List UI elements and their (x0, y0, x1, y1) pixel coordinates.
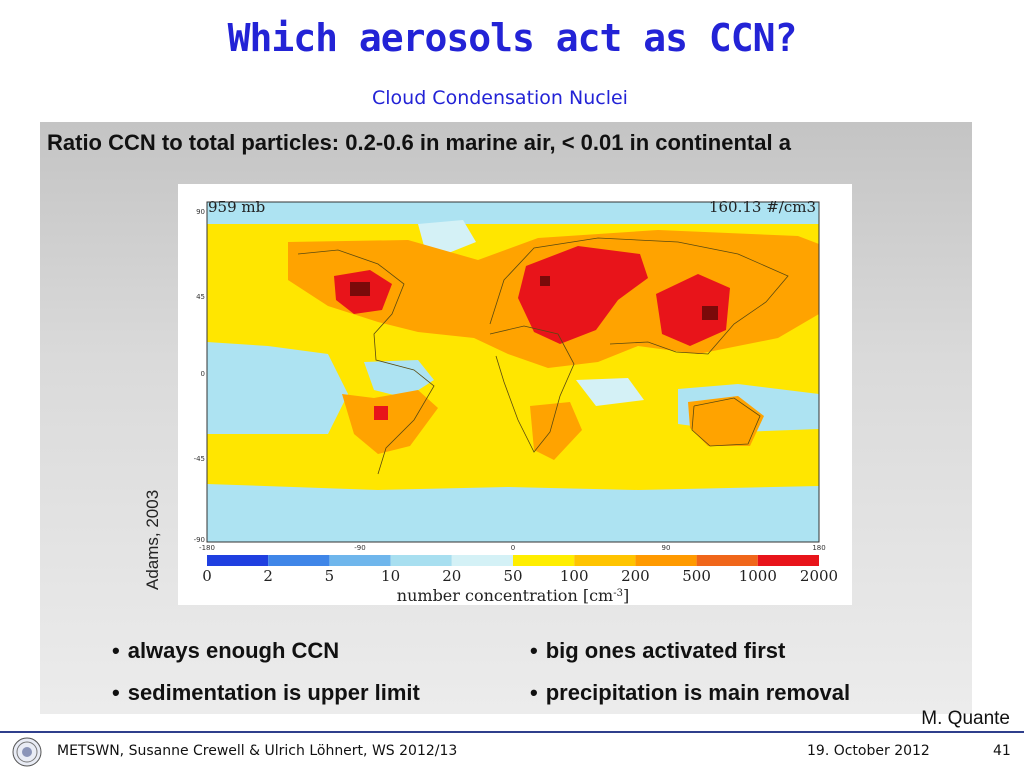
china-peak (702, 306, 718, 320)
south-pacific-clean (207, 342, 348, 434)
lon-tick: 0 (511, 544, 515, 552)
us-peak (350, 282, 370, 296)
antarctic-clean-air (207, 510, 819, 542)
colorbar-segment (451, 555, 513, 566)
colorbar-tick-label: 10 (381, 567, 400, 585)
mean-label: 160.13 #/cm3 (709, 198, 816, 216)
australia-orange (688, 396, 764, 446)
southern-africa-orange (530, 402, 582, 460)
colorbar-segment (513, 555, 575, 566)
slide-subtitle: Cloud Condensation Nuclei (372, 87, 628, 109)
indian-ocean-clean (576, 378, 644, 406)
arctic-clean-air (207, 202, 819, 224)
lat-tick: 90 (196, 208, 205, 216)
colorbar-tick-label: 1000 (739, 567, 777, 585)
colorbar: 0 2 5 10 20 50 100 200 500 1000 2000 (202, 555, 838, 585)
bullet-text: always enough CCN (127, 638, 340, 663)
bullet-item: • big ones activated first (530, 638, 785, 664)
colorbar-segment (574, 555, 636, 566)
bullet-item: • sedimentation is upper limit (112, 680, 420, 706)
colorbar-tick-label: 20 (442, 567, 461, 585)
greenland-clean (418, 220, 476, 254)
colorbar-label-sup: -3 (613, 588, 623, 599)
ccn-map-svg: 959 mb 160.13 #/cm3 90 45 0 -45 -90 -180… (194, 198, 839, 605)
lon-tick: -180 (199, 544, 215, 552)
colorbar-segment (696, 555, 758, 566)
colorbar-tick-label: 500 (682, 567, 711, 585)
colorbar-label-text: number concentration [cm (397, 586, 613, 605)
colorbar-tick-label: 5 (325, 567, 335, 585)
colorbar-segment (207, 555, 269, 566)
bullet-text: precipitation is main removal (545, 680, 851, 705)
colorbar-segment (390, 555, 452, 566)
ccn-map-figure: 959 mb 160.13 #/cm3 90 45 0 -45 -90 -180… (178, 184, 852, 605)
bullet-item: • precipitation is main removal (530, 680, 850, 706)
colorbar-tick-label: 0 (202, 567, 212, 585)
ratio-headline: Ratio CCN to total particles: 0.2-0.6 in… (47, 130, 791, 155)
lat-tick: 0 (201, 370, 205, 378)
colorbar-label-end: ] (623, 586, 629, 605)
lon-tick: 90 (662, 544, 671, 552)
bullet-text: sedimentation is upper limit (127, 680, 420, 705)
colorbar-label: number concentration [cm-3] (397, 586, 629, 605)
colorbar-segment (757, 555, 819, 566)
university-logo-icon (12, 737, 42, 767)
colorbar-segment (635, 555, 697, 566)
slide-title: Which aerosols act as CCN? (227, 16, 798, 60)
footer-rule (0, 731, 1024, 733)
lon-tick: -90 (354, 544, 365, 552)
map-frame (206, 201, 820, 543)
author-credit: M. Quante (921, 708, 1010, 729)
colorbar-tick-label: 50 (503, 567, 522, 585)
bullet-item: • always enough CCN (112, 638, 339, 664)
europe-peak (540, 276, 550, 286)
colorbar-tick-label: 2000 (800, 567, 838, 585)
footer-page-number: 41 (993, 743, 1011, 759)
lat-tick: 45 (196, 293, 205, 301)
southern-ocean-band (207, 484, 819, 514)
coastline-eurasia (489, 237, 789, 355)
coastline-africa (489, 325, 575, 453)
colorbar-segment (268, 555, 330, 566)
bullet-dot: • (112, 680, 120, 705)
east-asia-hotspot (656, 274, 730, 346)
figure-credit: Adams, 2003 (143, 489, 162, 590)
south-america-orange (342, 390, 438, 454)
bullet-text: big ones activated first (545, 638, 786, 663)
bullet-dot: • (530, 680, 538, 705)
content-panel: Ratio CCN to total particles: 0.2-0.6 in… (40, 122, 972, 714)
colorbar-tick-label: 100 (560, 567, 589, 585)
colorbar-tick-label: 200 (621, 567, 650, 585)
lon-tick: 180 (812, 544, 825, 552)
footer-date: 19. October 2012 (807, 743, 930, 759)
coastline-australia (691, 397, 761, 447)
coastline-americas (297, 249, 435, 475)
bullet-dot: • (530, 638, 538, 663)
bullet-dot: • (112, 638, 120, 663)
colorbar-tick-label: 2 (263, 567, 273, 585)
eurasia-hotspot (518, 246, 648, 344)
pressure-label: 959 mb (208, 198, 265, 216)
footer-course: METSWN, Susanne Crewell & Ulrich Löhnert… (57, 743, 458, 759)
south-america-hotspot (374, 406, 388, 420)
amazon-clean (364, 360, 434, 398)
lat-tick: -90 (194, 536, 205, 544)
lat-tick: -45 (194, 455, 205, 463)
colorbar-segment (329, 555, 391, 566)
